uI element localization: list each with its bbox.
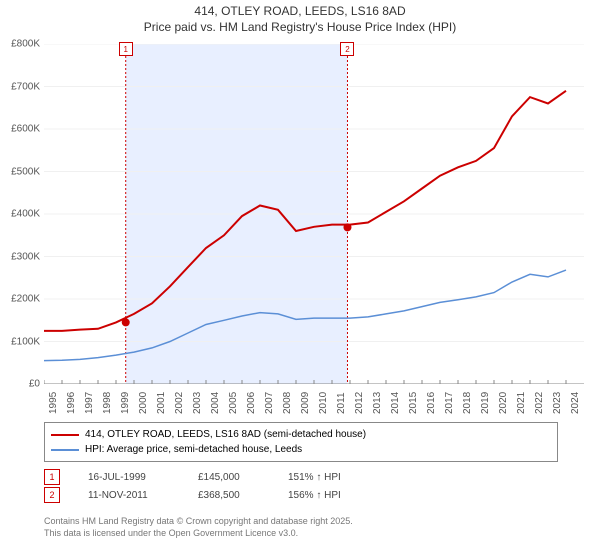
sale-marker-badge: 1 <box>119 42 133 56</box>
sale-price: £145,000 <box>198 472 288 483</box>
x-tick-label: 2013 <box>372 392 383 414</box>
chart-title: 414, OTLEY ROAD, LEEDS, LS16 8AD Price p… <box>0 0 600 35</box>
x-tick-label: 2023 <box>552 392 563 414</box>
x-tick-label: 1999 <box>120 392 131 414</box>
x-tick-label: 2014 <box>390 392 401 414</box>
x-tick-label: 2007 <box>264 392 275 414</box>
y-tick-label: £700K <box>0 81 40 92</box>
sale-date: 16-JUL-1999 <box>88 472 198 483</box>
title-line-1: 414, OTLEY ROAD, LEEDS, LS16 8AD <box>0 4 600 20</box>
legend-item-hpi: HPI: Average price, semi-detached house,… <box>51 442 551 457</box>
x-tick-label: 2010 <box>318 392 329 414</box>
x-tick-label: 2018 <box>462 392 473 414</box>
sale-hpi: 156% ↑ HPI <box>288 490 388 501</box>
sale-date: 11-NOV-2011 <box>88 490 198 501</box>
x-tick-label: 2015 <box>408 392 419 414</box>
x-tick-label: 2006 <box>246 392 257 414</box>
x-tick-label: 2012 <box>354 392 365 414</box>
y-tick-label: £800K <box>0 39 40 50</box>
legend-label: HPI: Average price, semi-detached house,… <box>85 442 302 457</box>
y-tick-label: £200K <box>0 294 40 305</box>
x-tick-label: 2021 <box>516 392 527 414</box>
legend-swatch-icon <box>51 434 79 436</box>
legend-label: 414, OTLEY ROAD, LEEDS, LS16 8AD (semi-d… <box>85 427 366 442</box>
line-chart <box>44 44 584 384</box>
y-tick-label: £600K <box>0 124 40 135</box>
x-tick-label: 2020 <box>498 392 509 414</box>
sales-table: 1 16-JUL-1999£145,000151% ↑ HPI 2 11-NOV-20… <box>44 468 388 504</box>
sale-hpi: 151% ↑ HPI <box>288 472 388 483</box>
sale-marker-badge: 2 <box>340 42 354 56</box>
sale-badge: 1 <box>44 469 60 485</box>
x-tick-label: 2017 <box>444 392 455 414</box>
y-tick-label: £300K <box>0 251 40 262</box>
x-tick-label: 2009 <box>300 392 311 414</box>
x-tick-label: 2011 <box>336 392 347 414</box>
chart-area <box>44 44 584 384</box>
y-tick-label: £400K <box>0 209 40 220</box>
legend-item-price-paid: 414, OTLEY ROAD, LEEDS, LS16 8AD (semi-d… <box>51 427 551 442</box>
x-tick-label: 2024 <box>570 392 581 414</box>
legend: 414, OTLEY ROAD, LEEDS, LS16 8AD (semi-d… <box>44 422 558 462</box>
sale-badge: 2 <box>44 487 60 503</box>
x-tick-label: 2004 <box>210 392 221 414</box>
x-tick-label: 2022 <box>534 392 545 414</box>
y-tick-label: £100K <box>0 336 40 347</box>
x-tick-label: 2019 <box>480 392 491 414</box>
x-tick-label: 2000 <box>138 392 149 414</box>
x-tick-label: 2016 <box>426 392 437 414</box>
x-tick-label: 1996 <box>66 392 77 414</box>
footer-line-2: This data is licensed under the Open Gov… <box>44 528 353 540</box>
y-tick-label: £500K <box>0 166 40 177</box>
x-tick-label: 2002 <box>174 392 185 414</box>
x-tick-label: 2001 <box>156 392 167 414</box>
x-tick-label: 2005 <box>228 392 239 414</box>
sale-row: 2 11-NOV-2011£368,500156% ↑ HPI <box>44 486 388 504</box>
sale-row: 1 16-JUL-1999£145,000151% ↑ HPI <box>44 468 388 486</box>
title-line-2: Price paid vs. HM Land Registry's House … <box>0 20 600 36</box>
x-tick-label: 1995 <box>48 392 59 414</box>
x-tick-label: 1997 <box>84 392 95 414</box>
footer-line-1: Contains HM Land Registry data © Crown c… <box>44 516 353 528</box>
footer-copyright: Contains HM Land Registry data © Crown c… <box>44 516 353 539</box>
y-tick-label: £0 <box>0 379 40 390</box>
x-tick-label: 2003 <box>192 392 203 414</box>
sale-price: £368,500 <box>198 490 288 501</box>
x-tick-label: 1998 <box>102 392 113 414</box>
x-tick-label: 2008 <box>282 392 293 414</box>
legend-swatch-icon <box>51 449 79 451</box>
